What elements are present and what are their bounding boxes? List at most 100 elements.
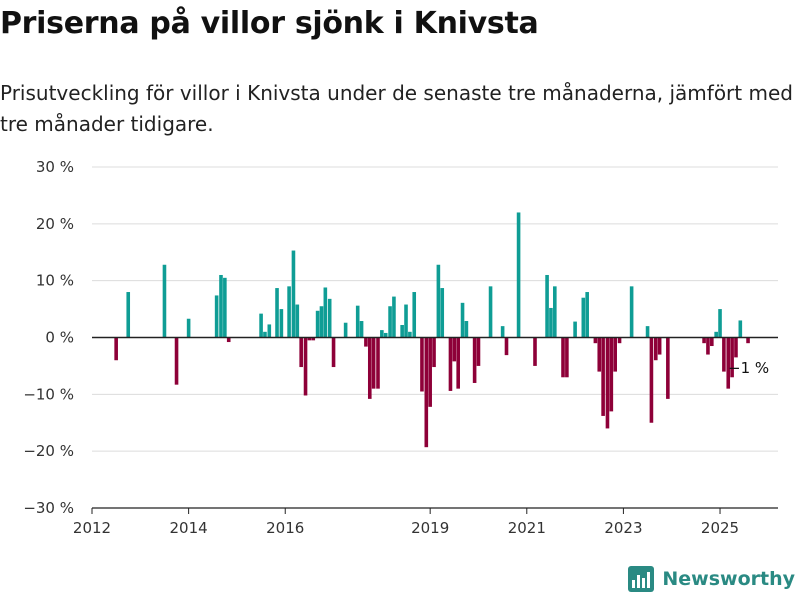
bar: [355, 305, 360, 338]
bar: [380, 330, 384, 338]
bar: [412, 292, 417, 338]
bar: [275, 288, 279, 338]
x-tick-label: 2014: [170, 519, 208, 537]
bar: [428, 337, 432, 407]
bar: [597, 337, 602, 372]
bar: [585, 292, 589, 338]
bar: [629, 286, 634, 338]
bar: [307, 337, 312, 341]
bar: [295, 304, 300, 338]
bar: [456, 337, 460, 389]
bar: [367, 337, 372, 399]
x-tick-label: 2023: [604, 519, 642, 537]
bar: [162, 264, 167, 338]
bar: [279, 309, 284, 338]
y-tick-label: 30 %: [36, 158, 74, 176]
bar: [613, 337, 617, 372]
x-tick-label: 2019: [411, 519, 449, 537]
bar: [303, 337, 308, 396]
bar: [593, 337, 598, 344]
bar: [565, 337, 569, 378]
bar: [420, 337, 424, 392]
bar: [561, 337, 565, 378]
bar: [327, 298, 332, 338]
bar: [287, 286, 291, 338]
bar: [500, 326, 505, 338]
bar: [186, 318, 191, 338]
bar: [722, 337, 726, 372]
bar-chart-logo-icon: [628, 566, 655, 592]
bar: [710, 337, 714, 347]
bar: [666, 337, 670, 399]
bar: [730, 337, 734, 378]
bar: [553, 286, 557, 338]
bar: [299, 337, 303, 368]
y-tick-label: −10 %: [23, 385, 74, 403]
bar: [383, 332, 388, 338]
bar: [263, 331, 267, 338]
y-tick-label: 0 %: [45, 329, 74, 347]
bar: [549, 307, 553, 338]
bar: [343, 322, 348, 338]
bar: [573, 321, 577, 338]
bar: [504, 337, 509, 356]
bar: [617, 337, 622, 344]
x-tick-label: 2025: [701, 519, 739, 537]
bar: [448, 337, 453, 391]
bar: [174, 337, 179, 385]
tick-labels: 30 % 20 % 10 % 0 % −10 % −20 % −30 % 2012 2014 20…: [23, 158, 769, 537]
bar: [714, 331, 718, 338]
x-tick-label: 2021: [508, 519, 546, 537]
bar: [460, 302, 465, 338]
bar: [376, 337, 380, 389]
bar: [645, 326, 650, 338]
bar: [126, 292, 131, 338]
bar: [545, 274, 549, 338]
x-tick-label: 2016: [266, 519, 304, 537]
grid-lines: [92, 166, 778, 452]
bar: [331, 337, 336, 368]
bars: [114, 212, 750, 448]
bar: [452, 337, 457, 362]
bar: [609, 337, 614, 412]
bar: [738, 320, 743, 338]
bar: [734, 337, 738, 358]
bar: [702, 337, 706, 344]
bar: [436, 264, 441, 338]
bar: [259, 313, 263, 338]
y-tick-label: −20 %: [23, 442, 74, 460]
bar: [114, 337, 118, 361]
bar: [488, 286, 493, 338]
bar: [359, 321, 364, 338]
bar: [706, 337, 710, 355]
bar: [323, 287, 328, 338]
bar: [726, 337, 731, 389]
bar: [601, 337, 605, 416]
bar: [408, 331, 412, 338]
bar: [364, 337, 368, 347]
bar: [472, 337, 477, 383]
newsworthy-logo: Newsworthy: [628, 564, 795, 594]
bar: [653, 337, 658, 361]
bar: [400, 324, 404, 338]
bar: [718, 309, 722, 338]
bar: [404, 304, 408, 338]
bar: [440, 288, 445, 338]
bar: [424, 337, 429, 448]
chart-title: Priserna på villor sjönk i Knivsta: [0, 6, 539, 41]
bar: [371, 337, 376, 389]
bar: [223, 277, 227, 338]
brand-name: Newsworthy: [662, 568, 795, 590]
bar: [432, 337, 436, 368]
y-tick-label: 10 %: [36, 272, 74, 290]
bar: [219, 274, 223, 338]
bar: [319, 306, 324, 338]
y-tick-label: 20 %: [36, 215, 74, 233]
bar: [464, 321, 469, 338]
bar: [746, 337, 750, 344]
bar: [657, 337, 662, 355]
bar: [516, 212, 521, 338]
bar: [214, 295, 219, 338]
last-value-label: −1 %: [728, 359, 769, 377]
